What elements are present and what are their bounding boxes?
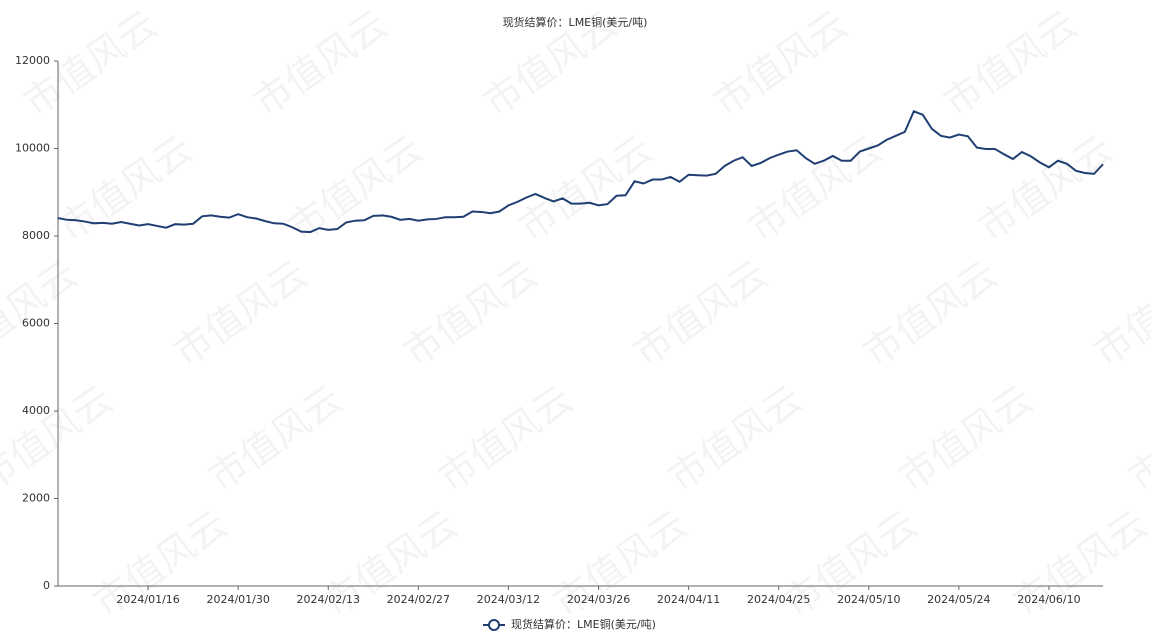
x-tick-label: 2024/02/27 <box>387 593 450 606</box>
x-tick-label: 2024/02/13 <box>297 593 360 606</box>
x-tick-label: 2024/04/11 <box>657 593 720 606</box>
watermark: 市值风云 <box>1085 252 1151 375</box>
watermark: 市值风云 <box>740 127 890 250</box>
x-tick-label: 2024/05/10 <box>837 593 900 606</box>
watermark: 市值风云 <box>775 502 925 625</box>
watermark: 市值风云 <box>85 502 235 625</box>
x-tick-label: 2024/01/16 <box>116 593 179 606</box>
watermark: 市值风云 <box>935 2 1085 125</box>
watermark: 市值风云 <box>855 252 1005 375</box>
watermark: 市值风云 <box>1120 377 1151 500</box>
series-line <box>57 110 1104 234</box>
watermark: 市值风云 <box>970 127 1120 250</box>
watermark: 市值风云 <box>0 502 5 625</box>
watermark: 市值风云 <box>0 252 85 375</box>
watermark: 市值风云 <box>430 377 580 500</box>
watermark: 市值风云 <box>0 377 120 500</box>
y-tick-label: 12000 <box>15 54 50 67</box>
y-tick-label: 4000 <box>22 404 50 417</box>
x-tick-label: 2024/03/12 <box>477 593 540 606</box>
x-tick-label: 2024/01/30 <box>206 593 269 606</box>
y-tick-label: 6000 <box>22 317 50 330</box>
y-tick-label: 0 <box>43 579 50 592</box>
watermark: 市值风云 <box>1005 502 1151 625</box>
watermark: 市值风云 <box>545 502 695 625</box>
watermark: 市值风云 <box>890 377 1040 500</box>
watermark: 市值风云 <box>50 127 200 250</box>
watermark: 市值风云 <box>705 2 855 125</box>
watermark: 市值风云 <box>395 252 545 375</box>
watermark: 市值风云 <box>245 2 395 125</box>
watermark: 市值风云 <box>315 502 465 625</box>
y-tick-label: 2000 <box>22 492 50 505</box>
watermark: 市值风云 <box>625 252 775 375</box>
watermark: 市值风云 <box>660 377 810 500</box>
x-tick-label: 2024/05/24 <box>927 593 990 606</box>
watermark: 市值风云 <box>200 377 350 500</box>
watermark: 市值风云 <box>510 127 660 250</box>
x-tick-label: 2024/03/26 <box>567 593 630 606</box>
x-tick-label: 2024/06/10 <box>1017 593 1080 606</box>
chart-title: 现货结算价：LME铜(美元/吨) <box>503 15 648 29</box>
watermark: 市值风云 <box>165 252 315 375</box>
legend-label: 现货结算价：LME铜(美元/吨) <box>511 617 656 631</box>
x-tick-label: 2024/04/25 <box>747 593 810 606</box>
y-tick-label: 10000 <box>15 142 50 155</box>
legend-marker <box>488 619 500 631</box>
y-tick-label: 8000 <box>22 229 50 242</box>
